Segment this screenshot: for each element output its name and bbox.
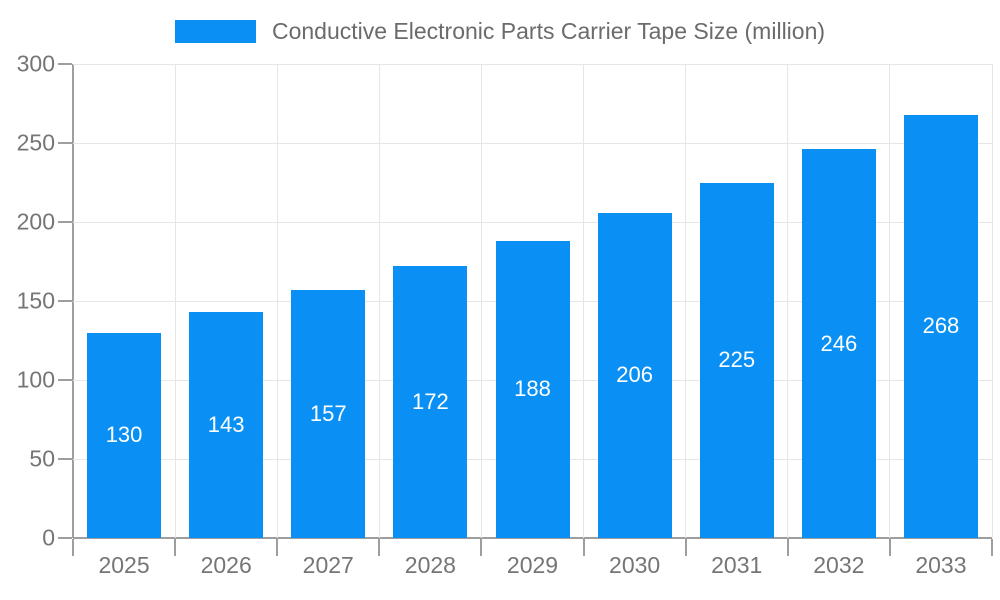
x-axis-tick <box>684 539 687 556</box>
bar-value-label: 206 <box>616 362 653 388</box>
x-axis-tick <box>888 539 891 556</box>
x-axis-label: 2027 <box>302 552 354 578</box>
x-axis-label: 2031 <box>711 552 763 578</box>
x-axis-label: 2033 <box>915 552 967 578</box>
x-axis-tick <box>991 539 993 556</box>
gridline-vertical <box>174 64 176 538</box>
y-axis-tick <box>58 458 72 460</box>
gridline-vertical <box>378 64 380 538</box>
x-axis-tick <box>276 539 279 556</box>
gridline-vertical <box>787 64 789 538</box>
gridline-horizontal <box>73 221 992 223</box>
y-axis-tick <box>58 537 72 539</box>
plot-area: 0 50 100 150 200 250 300 130 2025 143 2026 157 2027 1… <box>17 51 993 578</box>
gridline-vertical <box>583 64 585 538</box>
y-axis-label: 200 <box>16 208 55 235</box>
y-axis-label: 50 <box>29 445 55 472</box>
bar-2030: 206 <box>597 212 672 538</box>
bar-value-label: 130 <box>105 422 143 448</box>
x-axis-tick <box>72 539 74 556</box>
x-axis-tick <box>582 539 585 556</box>
bar-value-label: 143 <box>207 412 245 438</box>
bar-2032: 246 <box>801 149 876 538</box>
gridline-vertical <box>991 64 993 538</box>
y-axis-label: 300 <box>16 50 55 77</box>
gridline-horizontal <box>73 63 992 65</box>
bar-value-label: 188 <box>514 376 551 402</box>
gridline-horizontal <box>73 142 992 144</box>
y-axis-label: 250 <box>16 129 55 156</box>
x-axis-tick <box>786 539 789 556</box>
chart-title: Conductive Electronic Parts Carrier Tape… <box>271 17 826 44</box>
gridline-vertical <box>480 64 482 538</box>
bar-2031: 225 <box>699 182 774 538</box>
bar-2027: 157 <box>291 289 366 538</box>
y-axis-tick <box>58 379 72 381</box>
bar-value-label: 157 <box>309 400 347 426</box>
bar-value-label: 225 <box>718 347 756 373</box>
bar-value-label: 246 <box>820 330 858 356</box>
y-axis-label: 0 <box>42 524 55 551</box>
gridline-vertical <box>276 64 278 538</box>
bar-value-label: 172 <box>412 389 449 415</box>
bar-2029: 188 <box>495 240 570 538</box>
x-axis-tick <box>378 539 381 556</box>
y-axis-tick <box>58 63 72 65</box>
x-axis-label: 2029 <box>506 552 559 578</box>
x-axis-label: 2032 <box>813 552 865 578</box>
x-axis-line <box>73 537 992 539</box>
bar-2028: 172 <box>393 266 468 538</box>
y-axis-label: 150 <box>16 287 55 314</box>
x-axis-label: 2028 <box>404 552 456 578</box>
bar-2025: 130 <box>87 332 162 538</box>
bar-2033: 268 <box>903 114 978 538</box>
y-axis-tick <box>58 221 72 223</box>
gridline-vertical <box>889 64 891 538</box>
legend: Conductive Electronic Parts Carrier Tape… <box>0 17 1000 45</box>
gridline-vertical <box>685 64 687 538</box>
y-axis-tick <box>58 142 72 144</box>
x-axis-label: 2030 <box>609 552 661 578</box>
x-axis-tick <box>480 539 483 556</box>
x-axis-label: 2026 <box>200 552 252 578</box>
bar-value-label: 268 <box>922 313 960 339</box>
y-axis-tick <box>58 300 72 302</box>
x-axis-tick <box>174 539 177 556</box>
y-axis-label: 100 <box>16 366 55 393</box>
x-axis-label: 2025 <box>98 552 150 578</box>
bar-2026: 143 <box>189 312 264 538</box>
legend-swatch <box>174 19 256 43</box>
